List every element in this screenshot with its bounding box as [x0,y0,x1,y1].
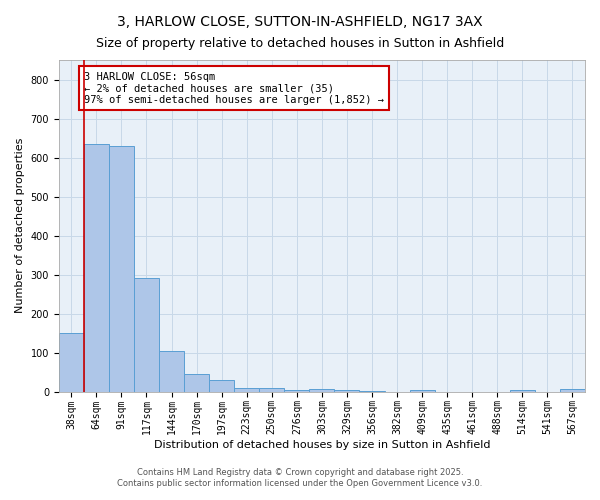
Text: Size of property relative to detached houses in Sutton in Ashfield: Size of property relative to detached ho… [96,38,504,51]
Bar [109,146,134,392]
Bar [134,278,159,392]
Bar [159,350,184,392]
Bar [84,144,109,392]
Bar [59,333,84,392]
Bar [560,389,585,392]
Bar [184,374,209,392]
Bar [234,388,259,392]
Bar [510,390,535,392]
Bar [334,390,359,392]
Bar [209,380,234,392]
Text: Contains HM Land Registry data © Crown copyright and database right 2025.
Contai: Contains HM Land Registry data © Crown c… [118,468,482,487]
Text: 3, HARLOW CLOSE, SUTTON-IN-ASHFIELD, NG17 3AX: 3, HARLOW CLOSE, SUTTON-IN-ASHFIELD, NG1… [117,15,483,29]
Bar [410,390,434,392]
Bar [284,390,310,392]
Y-axis label: Number of detached properties: Number of detached properties [15,138,25,314]
Bar [310,389,334,392]
Text: 3 HARLOW CLOSE: 56sqm
← 2% of detached houses are smaller (35)
97% of semi-detac: 3 HARLOW CLOSE: 56sqm ← 2% of detached h… [84,72,384,105]
X-axis label: Distribution of detached houses by size in Sutton in Ashfield: Distribution of detached houses by size … [154,440,490,450]
Bar [259,388,284,392]
